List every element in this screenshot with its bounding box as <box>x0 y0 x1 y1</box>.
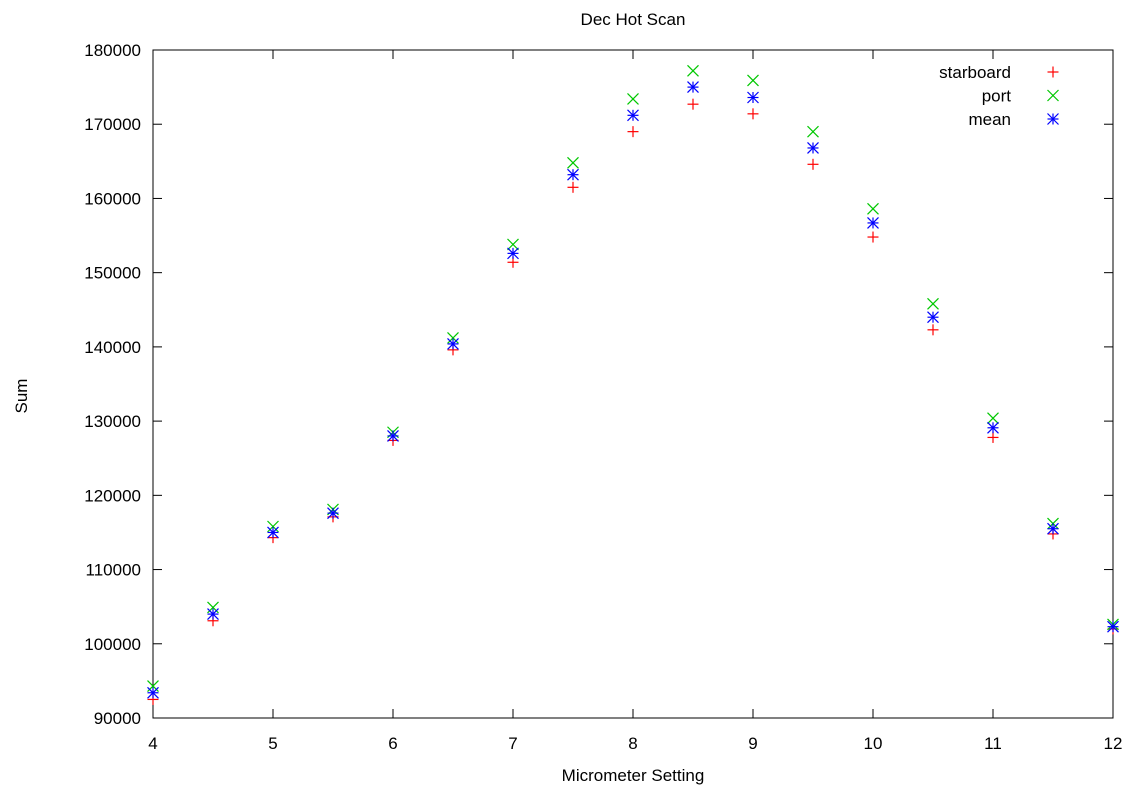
y-tick-label: 150000 <box>84 264 141 283</box>
series-mean <box>147 81 1119 699</box>
mean-point <box>387 430 399 442</box>
starboard-point <box>987 431 999 443</box>
legend-label-port: port <box>982 87 1012 106</box>
x-axis-label: Micrometer Setting <box>562 766 705 785</box>
port-point <box>507 238 519 251</box>
mean-point <box>147 686 159 699</box>
port-point <box>747 74 759 87</box>
port-point <box>567 156 579 169</box>
mean-point <box>207 608 219 621</box>
port-point <box>807 125 819 138</box>
mean-point <box>1107 620 1119 633</box>
x-tick-label: 8 <box>628 734 637 753</box>
y-axis-label: Sum <box>12 379 31 414</box>
x-tick-label: 10 <box>864 734 883 753</box>
legend-label-mean: mean <box>968 110 1011 129</box>
x-tick-label: 12 <box>1104 734 1123 753</box>
mean-point <box>267 526 279 539</box>
mean-point <box>747 91 759 104</box>
series-starboard <box>147 98 1119 705</box>
y-tick-label: 170000 <box>84 115 141 134</box>
y-tick-label: 90000 <box>94 709 141 728</box>
starboard-point <box>927 324 939 336</box>
x-tick-label: 5 <box>268 734 277 753</box>
port-point <box>267 520 279 533</box>
legend-marker-port <box>1047 89 1059 102</box>
legend-marker-starboard <box>1047 66 1059 78</box>
y-tick-label: 120000 <box>84 486 141 505</box>
legend-label-starboard: starboard <box>939 63 1011 82</box>
mean-point <box>567 168 579 181</box>
mean-point <box>927 311 939 324</box>
axes <box>152 49 1114 719</box>
starboard-point <box>867 231 879 243</box>
starboard-point <box>807 158 819 170</box>
x-tick-label: 7 <box>508 734 517 753</box>
mean-point <box>327 507 339 520</box>
data-points <box>147 64 1119 705</box>
mean-point <box>987 421 999 434</box>
mean-point <box>687 81 699 94</box>
port-point <box>627 93 639 105</box>
legend-marker-mean <box>1047 113 1059 125</box>
axis-ticks: 90000 100000 110000 120000 130000 140000 15000… <box>84 41 1122 753</box>
y-tick-label: 100000 <box>84 635 141 654</box>
mean-point <box>447 337 459 350</box>
starboard-point <box>687 98 699 110</box>
y-tick-label: 160000 <box>84 189 141 208</box>
port-point <box>447 332 459 344</box>
series-port <box>147 64 1119 693</box>
x-tick-label: 9 <box>748 734 757 753</box>
y-tick-label: 140000 <box>84 338 141 357</box>
chart-title: Dec Hot Scan <box>581 10 686 29</box>
port-point <box>867 202 879 215</box>
mean-point <box>867 217 879 229</box>
plot-border <box>152 49 1114 719</box>
y-tick-label: 180000 <box>84 41 141 60</box>
port-point <box>927 297 939 310</box>
x-tick-label: 11 <box>984 734 1002 753</box>
starboard-point <box>627 126 639 138</box>
starboard-point <box>567 181 579 193</box>
starboard-point <box>747 108 759 120</box>
legend: starboard port mean <box>939 63 1059 129</box>
mean-point <box>807 142 819 154</box>
port-point <box>687 64 699 77</box>
x-tick-label: 6 <box>388 734 397 753</box>
mean-point <box>507 247 519 260</box>
port-point <box>987 412 999 425</box>
x-tick-label: 4 <box>148 734 157 753</box>
mean-point <box>1047 522 1059 535</box>
mean-point <box>627 109 639 122</box>
y-tick-label: 130000 <box>84 412 141 431</box>
y-tick-label: 110000 <box>86 561 141 580</box>
